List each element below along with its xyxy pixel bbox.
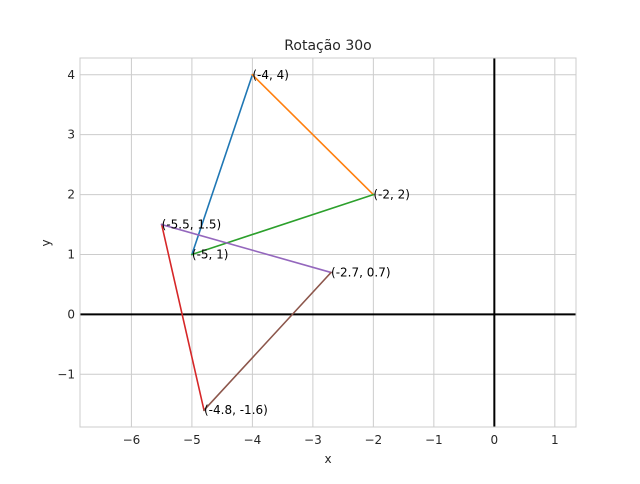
grid (80, 58, 576, 427)
y-tick-label: 4 (67, 68, 75, 82)
reference-lines (80, 58, 576, 427)
point-label: (-5.5, 1.5) (162, 218, 222, 232)
triangle-segment (202, 271, 333, 412)
y-tick-label: −1 (57, 367, 75, 381)
point-label: (-2, 2) (373, 188, 410, 202)
point-label: (-4.8, -1.6) (204, 403, 268, 417)
point-labels: (-4, 4) (-2, 2) (-5, 1) (-5.5, 1.5) (-2.7, 0… (162, 68, 410, 417)
x-tick-label: −4 (244, 433, 262, 447)
triangle-segment (190, 73, 254, 256)
x-tick-label: −5 (183, 433, 201, 447)
x-tick-label: −2 (365, 433, 383, 447)
triangle-segment (160, 223, 333, 274)
triangle-segment (251, 73, 375, 196)
x-tick-label: −1 (425, 433, 443, 447)
plot-frame (79, 57, 577, 428)
y-axis-label: y (39, 239, 53, 246)
triangle-segment (160, 223, 205, 412)
triangle-segment (190, 193, 375, 256)
x-tick-label: 0 (491, 433, 499, 447)
triangle-segments (160, 73, 375, 412)
x-axis-label: x (324, 452, 331, 466)
point-label: (-2.7, 0.7) (331, 265, 391, 279)
tick-labels: −6 −5 −4 −3 −2 −1 0 1 −1 0 1 2 3 4 (57, 68, 558, 447)
chart-title: Rotação 30o (284, 38, 371, 54)
x-tick-label: −6 (123, 433, 141, 447)
point-label: (-4, 4) (252, 68, 289, 82)
x-tick-label: 1 (551, 433, 559, 447)
y-tick-label: 0 (67, 307, 75, 321)
y-tick-label: 3 (67, 128, 75, 142)
y-tick-label: 1 (67, 247, 75, 261)
y-tick-label: 2 (67, 188, 75, 202)
x-tick-label: −3 (304, 433, 322, 447)
point-label: (-5, 1) (192, 247, 229, 261)
